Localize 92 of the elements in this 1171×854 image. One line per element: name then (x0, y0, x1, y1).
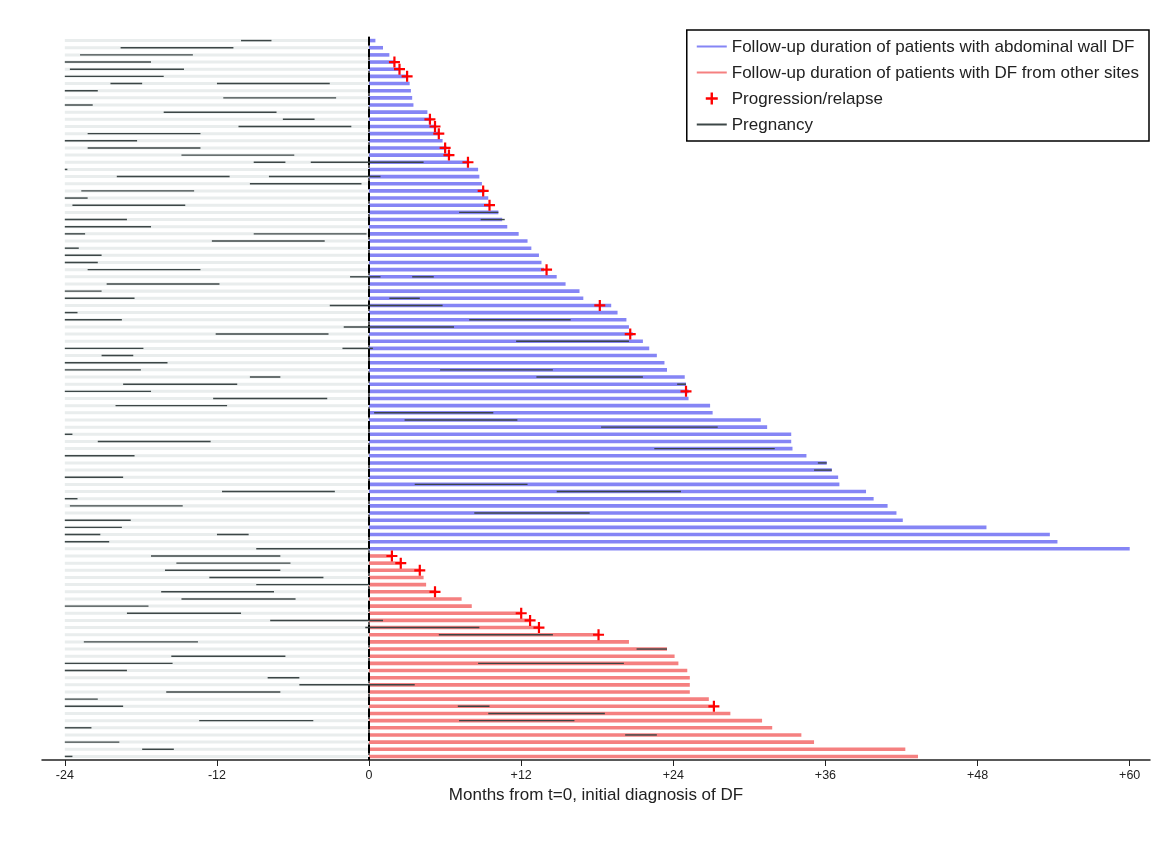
bar (369, 53, 390, 57)
bar (369, 604, 472, 608)
x-tick-label: +60 (1119, 767, 1141, 782)
bar (369, 640, 629, 644)
point (533, 622, 545, 634)
point (484, 199, 496, 211)
bar (369, 103, 414, 107)
point (429, 586, 441, 598)
bar (369, 453, 807, 458)
bar (369, 589, 437, 594)
legend-label: Follow-up duration of patients with DF from other sites (731, 63, 1140, 82)
bar (64, 182, 370, 186)
point (443, 149, 455, 161)
bar (369, 139, 443, 143)
bar (369, 282, 566, 286)
bar (369, 547, 1130, 551)
bar (369, 597, 462, 601)
bar (369, 203, 490, 208)
point (680, 385, 692, 397)
point (386, 550, 398, 562)
bar (64, 754, 370, 758)
bar (369, 726, 773, 730)
point (388, 56, 400, 68)
bar (369, 468, 832, 472)
bar (369, 461, 827, 465)
x-tick-label: -12 (207, 767, 227, 782)
bar (64, 568, 370, 572)
bar (369, 146, 447, 150)
point (541, 264, 553, 276)
bar (369, 733, 802, 737)
point (593, 629, 605, 641)
point (708, 700, 720, 712)
bar (64, 611, 370, 615)
x-tick-label: +12 (510, 767, 532, 782)
bar (64, 361, 370, 365)
bar (369, 232, 519, 236)
bar (369, 189, 485, 193)
x-tick-label: +48 (966, 767, 989, 782)
bar (369, 697, 709, 701)
bar (369, 740, 815, 744)
x-axis-title: Months from t=0, initial diagnosis of DF (448, 784, 744, 804)
legend-label: Follow-up duration of patients with abdominal wall DF (731, 37, 1135, 56)
x-tick-label: 0 (365, 767, 373, 782)
bar (369, 96, 413, 100)
point (624, 328, 636, 340)
bar (369, 239, 528, 243)
x-tick-label: +36 (814, 767, 837, 782)
bar (369, 496, 874, 501)
legend-label: Pregnancy (731, 115, 814, 134)
bar (64, 46, 370, 50)
point (395, 557, 407, 569)
bar (369, 611, 522, 616)
bar (369, 181, 482, 186)
bar (369, 475, 839, 480)
bar (64, 160, 370, 164)
bar (369, 683, 690, 687)
bar (369, 196, 489, 200)
bar (369, 654, 675, 658)
point (424, 113, 436, 125)
bar (369, 45, 384, 50)
point (433, 128, 445, 140)
point (401, 70, 413, 82)
bar (369, 504, 888, 508)
point (477, 185, 489, 197)
bar (369, 747, 906, 752)
point (429, 120, 441, 132)
x-tick-label: +24 (662, 767, 684, 782)
point (439, 142, 451, 154)
bar (369, 110, 428, 114)
legend-label: Progression/relapse (731, 89, 883, 108)
bar (369, 332, 633, 336)
bar (369, 246, 532, 250)
bar (369, 289, 580, 293)
bar (369, 382, 687, 386)
bar (369, 275, 557, 279)
point (414, 564, 426, 576)
bar (369, 647, 667, 651)
point (394, 63, 405, 75)
bar (64, 203, 370, 207)
bar (369, 153, 451, 157)
point (524, 614, 536, 626)
x-tick-label: -24 (55, 767, 74, 782)
bar (64, 590, 370, 594)
bar (369, 690, 690, 694)
point (594, 299, 606, 311)
bar (369, 296, 584, 301)
bar (369, 317, 627, 322)
bar (64, 225, 370, 229)
point (515, 607, 527, 619)
bar (64, 389, 370, 393)
point (462, 156, 474, 168)
bar (369, 518, 903, 522)
